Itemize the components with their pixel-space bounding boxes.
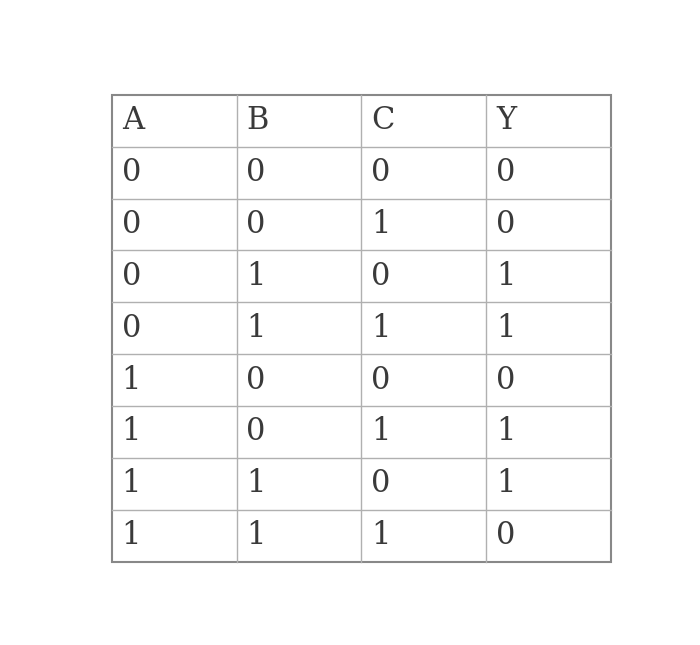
Text: 0: 0 [371,468,391,499]
Text: 1: 1 [496,313,515,344]
Text: 1: 1 [246,261,266,292]
Text: 0: 0 [246,364,266,395]
Text: 0: 0 [246,157,266,188]
Text: 1: 1 [122,364,141,395]
Text: 1: 1 [371,209,391,240]
Text: 0: 0 [496,157,515,188]
Text: 1: 1 [496,261,515,292]
Text: C: C [371,105,395,136]
Text: 1: 1 [496,468,515,499]
Text: 0: 0 [371,261,391,292]
Text: 0: 0 [122,157,141,188]
Text: 1: 1 [246,521,266,551]
Text: 0: 0 [246,417,266,448]
Text: 0: 0 [122,313,141,344]
Text: 0: 0 [122,209,141,240]
Text: A: A [122,105,144,136]
Text: 0: 0 [122,261,141,292]
Text: 0: 0 [496,209,515,240]
Text: 0: 0 [371,364,391,395]
Text: B: B [246,105,269,136]
Text: 1: 1 [246,468,266,499]
Text: 0: 0 [371,157,391,188]
Text: 1: 1 [122,521,141,551]
Text: 1: 1 [371,417,391,448]
Text: 1: 1 [122,468,141,499]
Text: 0: 0 [246,209,266,240]
Text: 1: 1 [371,521,391,551]
Text: 1: 1 [122,417,141,448]
Text: 0: 0 [496,364,515,395]
Text: 1: 1 [246,313,266,344]
Text: 1: 1 [371,313,391,344]
Text: 0: 0 [496,521,515,551]
Text: 1: 1 [496,417,515,448]
Text: Y: Y [496,105,516,136]
